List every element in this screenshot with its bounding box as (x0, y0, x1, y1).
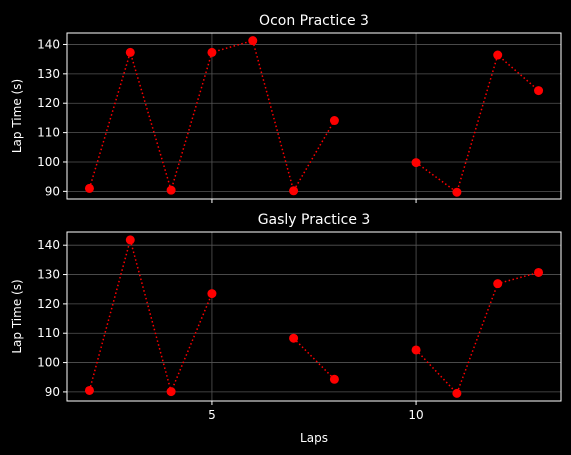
panel-2-ytick-label: 120 (37, 297, 60, 311)
panel-1-data-point (412, 158, 421, 167)
panel-1-data-point (452, 188, 461, 197)
panel-2-data-point (85, 386, 94, 395)
panel-2-data-point (412, 345, 421, 354)
panel-2-data-point (493, 279, 502, 288)
panel-1-data-point (493, 51, 502, 60)
panel-2-ytick-label: 140 (37, 238, 60, 252)
panel-2-data-point (289, 334, 298, 343)
panel-1-ytick-label: 90 (45, 184, 60, 198)
panel-2-xlabel: Laps (300, 431, 328, 445)
panel-2-data-point (330, 375, 339, 384)
panel-2-ylabel: Lap Time (s) (10, 279, 24, 353)
panel-1-ytick-label: 140 (37, 37, 60, 51)
panel-1-ytick-label: 110 (37, 126, 60, 140)
panel-1-data-point (289, 186, 298, 195)
panel-2-ytick-label: 130 (37, 268, 60, 282)
panel-2-ytick-label: 90 (45, 385, 60, 399)
panel-2-data-point (167, 387, 176, 396)
panel-2-ytick-label: 100 (37, 356, 60, 370)
panel-1-ytick-label: 130 (37, 67, 60, 81)
panel-1-ylabel: Lap Time (s) (10, 79, 24, 153)
panel-2-title: Gasly Practice 3 (258, 212, 371, 228)
panel-2-ytick-label: 110 (37, 326, 60, 340)
panel-1-title: Ocon Practice 3 (259, 13, 369, 29)
panel-1-data-point (534, 86, 543, 95)
panel-2-data-point (126, 235, 135, 244)
panel-1-data-point (126, 48, 135, 57)
panel-2-data-point (534, 268, 543, 277)
panel-2-data-point (207, 289, 216, 298)
panel-2-data-point (452, 389, 461, 398)
panel-1-ytick-label: 120 (37, 96, 60, 110)
panel-1-ytick-label: 100 (37, 155, 60, 169)
panel-2-xtick-label: 5 (208, 408, 216, 422)
panel-1-data-point (248, 36, 257, 45)
panel-1-data-point (167, 186, 176, 195)
panel-1-data-point (85, 184, 94, 193)
panel-1-data-point (207, 48, 216, 57)
panel-2-xtick-label: 10 (408, 408, 423, 422)
panel-1-data-point (330, 116, 339, 125)
